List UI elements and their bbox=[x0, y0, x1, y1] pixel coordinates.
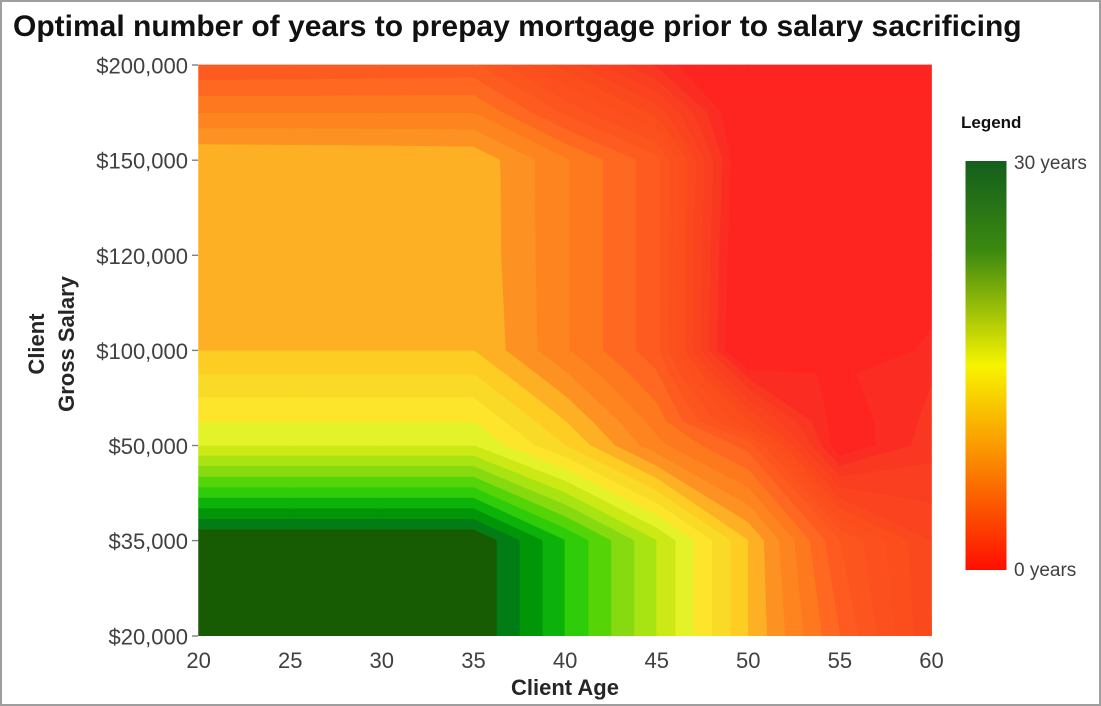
svg-text:Optimal number of years to pre: Optimal number of years to prepay mortga… bbox=[13, 10, 1022, 43]
svg-text:50: 50 bbox=[736, 648, 760, 673]
svg-text:30: 30 bbox=[370, 648, 394, 673]
svg-text:$100,000: $100,000 bbox=[96, 339, 188, 364]
svg-text:45: 45 bbox=[644, 648, 668, 673]
svg-text:Client Age: Client Age bbox=[511, 675, 619, 700]
svg-text:20: 20 bbox=[186, 648, 210, 673]
svg-text:$50,000: $50,000 bbox=[108, 434, 188, 459]
svg-text:Client: Client bbox=[24, 313, 49, 375]
svg-text:$120,000: $120,000 bbox=[96, 244, 188, 269]
svg-text:30 years: 30 years bbox=[1014, 153, 1087, 174]
svg-text:Gross Salary: Gross Salary bbox=[54, 275, 79, 412]
svg-text:55: 55 bbox=[828, 648, 852, 673]
svg-text:$150,000: $150,000 bbox=[96, 149, 188, 174]
svg-text:$35,000: $35,000 bbox=[108, 529, 188, 554]
svg-text:60: 60 bbox=[919, 648, 943, 673]
svg-text:$20,000: $20,000 bbox=[108, 625, 188, 650]
svg-text:0 years: 0 years bbox=[1014, 560, 1076, 581]
svg-text:40: 40 bbox=[553, 648, 577, 673]
svg-text:25: 25 bbox=[278, 648, 302, 673]
svg-text:Legend: Legend bbox=[961, 113, 1021, 132]
svg-text:$200,000: $200,000 bbox=[96, 54, 188, 79]
svg-text:35: 35 bbox=[461, 648, 485, 673]
